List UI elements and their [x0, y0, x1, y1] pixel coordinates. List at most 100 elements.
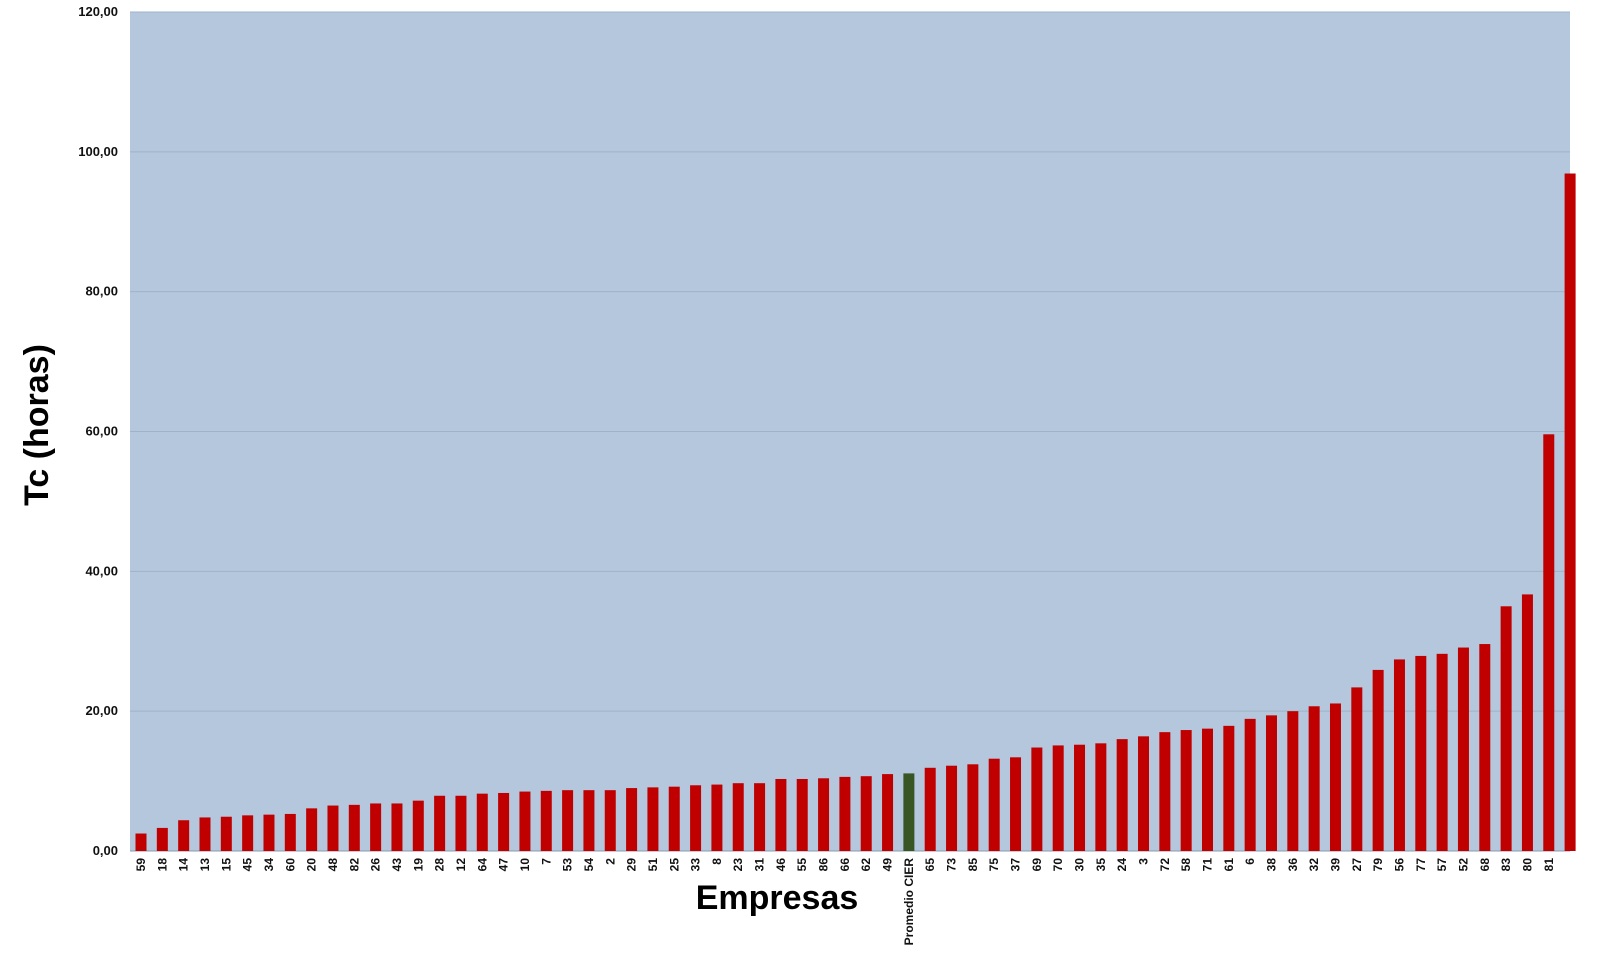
bar [1052, 745, 1064, 851]
bar [519, 791, 531, 851]
x-tick-label: 37 [1009, 858, 1023, 872]
y-tick-label: 20,00 [85, 703, 118, 718]
bar [220, 816, 232, 851]
bar [156, 827, 168, 851]
x-tick-label: 61 [1222, 858, 1236, 872]
x-tick-label: 69 [1030, 858, 1044, 872]
bar [348, 804, 360, 851]
y-tick-label: 0,00 [93, 843, 118, 858]
bar [135, 833, 147, 851]
bar [1500, 606, 1512, 851]
bar [1180, 730, 1192, 851]
bar [818, 778, 830, 851]
bar [1265, 715, 1277, 851]
bar [882, 774, 894, 851]
x-tick-label: 60 [283, 858, 297, 872]
bar [1010, 757, 1022, 851]
x-tick-label: Promedio CIER [902, 858, 916, 946]
bar [1202, 728, 1213, 851]
bar [1372, 669, 1384, 851]
bar [540, 790, 552, 851]
bar [1329, 703, 1341, 851]
x-tick-label: 75 [987, 858, 1001, 872]
bar [306, 808, 318, 851]
bar [1287, 711, 1299, 851]
x-tick-label: 59 [134, 858, 148, 872]
x-tick-label: 73 [945, 858, 959, 872]
x-tick-label: 6 [1243, 858, 1257, 865]
bar [967, 764, 979, 851]
bars [135, 173, 1576, 851]
x-tick-label: 82 [347, 858, 361, 872]
y-axis-label: Tc (horas) [18, 344, 56, 506]
x-tick-label: 66 [838, 858, 852, 872]
x-tick-label: 10 [518, 858, 532, 872]
x-tick-label: 3 [1137, 858, 1151, 865]
x-tick-label: 13 [198, 858, 212, 872]
bar [1074, 744, 1086, 851]
bar [1138, 736, 1150, 851]
x-tick-label: 77 [1414, 858, 1428, 872]
bar [924, 767, 936, 851]
bar [1521, 594, 1533, 851]
bar [1415, 655, 1427, 851]
bar [1479, 644, 1491, 851]
bar [604, 790, 616, 851]
x-tick-label: 30 [1073, 858, 1087, 872]
x-tick-label: 18 [155, 858, 169, 872]
x-tick-label: 25 [667, 858, 681, 872]
bar [668, 786, 680, 851]
x-tick-label: 7 [539, 858, 553, 865]
bar [455, 795, 467, 851]
x-axis-label: Empresas [696, 879, 859, 917]
y-tick-label: 60,00 [85, 424, 118, 439]
x-tick-label: 56 [1392, 858, 1406, 872]
x-tick-label: 35 [1094, 858, 1108, 872]
bar [946, 765, 958, 851]
x-tick-label: 72 [1158, 858, 1172, 872]
x-tick-label: 83 [1499, 858, 1513, 872]
x-tick-label: 19 [411, 858, 425, 872]
x-tick-label: 62 [859, 858, 873, 872]
bar [754, 783, 766, 851]
y-tick-label: 40,00 [85, 563, 118, 578]
bar [626, 788, 638, 851]
bar [1393, 659, 1405, 851]
x-tick-label: 26 [369, 858, 383, 872]
bar [498, 792, 510, 851]
bar [775, 778, 787, 851]
x-tick-label: 79 [1371, 858, 1385, 872]
y-tick-label: 100,00 [78, 144, 118, 159]
x-tick-label: 28 [433, 858, 447, 872]
bar [839, 776, 851, 851]
x-tick-label: 23 [731, 858, 745, 872]
bar [583, 790, 595, 851]
x-tick-label: 43 [390, 858, 404, 872]
bar [1095, 743, 1107, 851]
x-tick-label: 12 [454, 858, 468, 872]
bar-promedio [903, 773, 915, 851]
bar [284, 813, 296, 851]
x-tick-label: 54 [582, 858, 596, 872]
x-tick-label: 46 [774, 858, 788, 872]
x-tick-label: 31 [753, 858, 767, 872]
x-tick-label: 2 [603, 858, 617, 865]
bar [370, 803, 382, 851]
x-tick-label: 68 [1478, 858, 1492, 872]
bar [263, 814, 275, 851]
y-axis-ticks: 0,00 20,00 40,00 60,00 80,00 100,00 120,00 [78, 4, 118, 858]
bar [327, 805, 339, 851]
x-tick-label: 34 [262, 858, 276, 872]
bar [860, 776, 872, 851]
bar [711, 784, 723, 851]
bar [796, 778, 808, 851]
x-tick-label: 65 [923, 858, 937, 872]
bar [732, 783, 744, 851]
x-tick-label: 53 [561, 858, 575, 872]
bar [434, 795, 446, 851]
bar [1351, 687, 1363, 851]
x-tick-label: 20 [305, 858, 319, 872]
bar [1543, 434, 1555, 851]
x-tick-label: 64 [475, 858, 489, 872]
bar [476, 793, 488, 851]
